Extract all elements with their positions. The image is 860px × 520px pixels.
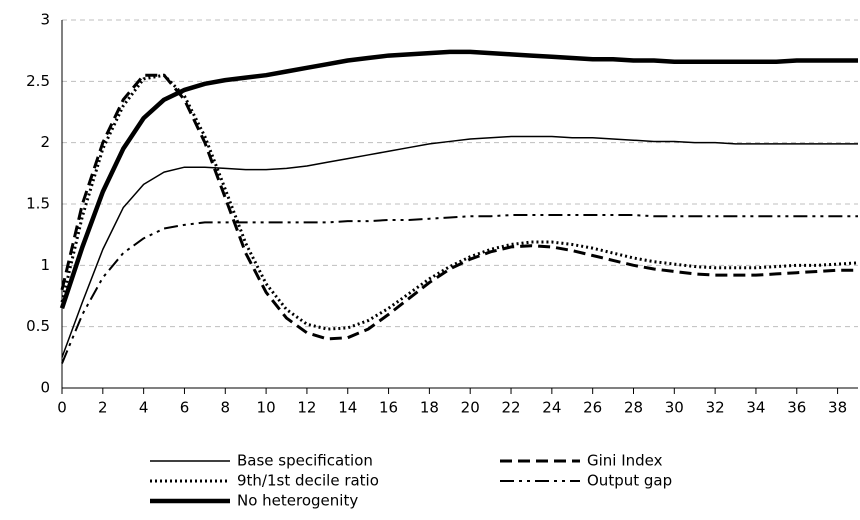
- y-tick-label: 0.5: [26, 317, 50, 335]
- x-tick-label: 36: [787, 399, 806, 417]
- x-tick-label: 14: [338, 399, 357, 417]
- x-tick-label: 18: [420, 399, 439, 417]
- x-tick-label: 4: [139, 399, 149, 417]
- series-line: [60, 73, 858, 341]
- legend-label: Base specification: [237, 452, 373, 470]
- x-tick-label: 8: [221, 399, 231, 417]
- x-tick-label: 12: [297, 399, 316, 417]
- x-tick-label: 16: [379, 399, 398, 417]
- y-tick-label: 2: [40, 133, 50, 151]
- x-tick-label: 32: [706, 399, 725, 417]
- x-tick-label: 20: [461, 399, 480, 417]
- series-line: [60, 73, 859, 331]
- series-line: [61, 135, 858, 358]
- x-tick-label: 34: [746, 399, 765, 417]
- series-line: [59, 49, 858, 309]
- x-tick-label: 22: [501, 399, 520, 417]
- x-tick-label: 38: [828, 399, 847, 417]
- legend-label: 9th/1st decile ratio: [237, 472, 379, 490]
- y-tick-label: 2.5: [26, 72, 50, 90]
- legend-label: No heterogenity: [237, 492, 358, 510]
- y-tick-label: 1.5: [26, 195, 50, 213]
- x-tick-label: 24: [542, 399, 561, 417]
- x-tick-label: 2: [98, 399, 108, 417]
- x-tick-label: 28: [624, 399, 643, 417]
- legend-label: Output gap: [587, 472, 672, 490]
- x-tick-label: 0: [57, 399, 67, 417]
- x-tick-label: 6: [180, 399, 190, 417]
- x-tick-label: 30: [665, 399, 684, 417]
- x-tick-label: 10: [257, 399, 276, 417]
- series-line: [61, 214, 858, 364]
- x-tick-label: 26: [583, 399, 602, 417]
- legend-label: Gini Index: [587, 452, 663, 470]
- y-tick-label: 0: [40, 379, 50, 397]
- y-tick-label: 3: [40, 11, 50, 29]
- y-tick-label: 1: [40, 256, 50, 274]
